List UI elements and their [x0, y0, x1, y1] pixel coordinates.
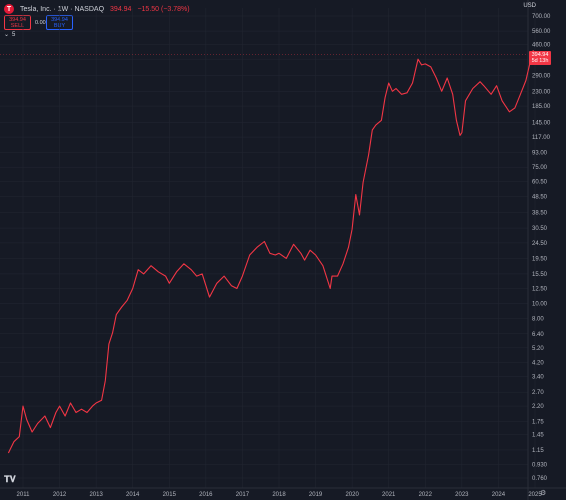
x-tick-label: 2016 — [199, 492, 213, 498]
y-tick-label: 700.00 — [532, 14, 551, 20]
chart-header: T Tesla, Inc. · 1W · NASDAQ 394.94 −15.5… — [4, 3, 190, 15]
y-tick-label: 8.00 — [532, 317, 544, 323]
x-tick-label: 2024 — [492, 492, 506, 498]
last-price: 394.94 — [110, 5, 132, 13]
x-tick-label: 2021 — [382, 492, 396, 498]
indicators-toggle[interactable]: ⌄ 5 — [4, 31, 16, 39]
x-tick-label: 2013 — [89, 492, 103, 498]
y-tick-label: 1.15 — [532, 448, 544, 454]
y-tick-label: 0.760 — [532, 476, 548, 482]
y-tick-label: 10.00 — [532, 302, 548, 308]
y-tick-label: 5.20 — [532, 346, 544, 352]
price-change: −15.50 (−3.78%) — [137, 5, 190, 13]
x-tick-label: 2020 — [345, 492, 359, 498]
y-tick-label: 145.00 — [532, 121, 551, 127]
x-tick-label: 2011 — [17, 492, 31, 498]
current-price-tag: 394.94 5d 13h — [529, 51, 551, 65]
x-tick-label: 2015 — [163, 492, 177, 498]
y-tick-label: 6.40 — [532, 332, 544, 338]
price-series-line[interactable] — [7, 50, 536, 454]
tradingview-logo-icon[interactable]: 𝐓𝐕 — [4, 474, 16, 484]
y-tick-label: 93.00 — [532, 151, 548, 157]
x-tick-label: 2022 — [419, 492, 433, 498]
x-tick-label: 2025 — [528, 492, 542, 498]
y-tick-label: 1.45 — [532, 432, 544, 438]
gear-icon[interactable]: ⚙ — [540, 490, 547, 497]
chevron-down-icon: ⌄ — [4, 32, 10, 38]
y-tick-label: 12.50 — [532, 286, 548, 292]
currency-label[interactable]: USD — [523, 3, 536, 9]
y-tick-label: 60.50 — [532, 180, 548, 186]
y-tick-label: 2.70 — [532, 390, 544, 396]
y-tick-label: 560.00 — [532, 29, 551, 35]
x-tick-label: 2017 — [236, 492, 250, 498]
y-tick-label: 460.00 — [532, 42, 551, 48]
y-tick-label: 1.75 — [532, 420, 544, 426]
tesla-logo-icon: T — [4, 4, 14, 14]
sell-button[interactable]: 394.94 SELL — [4, 15, 31, 30]
y-tick-label: 185.00 — [532, 104, 551, 110]
y-tick-label: 48.50 — [532, 195, 548, 201]
y-tick-label: 2.20 — [532, 404, 544, 410]
x-tick-label: 2014 — [126, 492, 140, 498]
y-tick-label: 75.00 — [532, 165, 548, 171]
y-tick-label: 0.930 — [532, 462, 548, 468]
sell-label: SELL — [10, 22, 25, 29]
y-tick-label: 24.50 — [532, 241, 548, 247]
spread-value: 0.00 — [35, 19, 46, 26]
x-tick-label: 2018 — [272, 492, 286, 498]
y-tick-label: 3.40 — [532, 375, 544, 381]
tag-countdown: 5d 13h — [531, 58, 549, 64]
x-tick-label: 2012 — [53, 492, 67, 498]
y-tick-label: 290.00 — [532, 74, 551, 80]
x-tick-label: 2023 — [455, 492, 469, 498]
y-tick-label: 15.50 — [532, 272, 548, 278]
y-tick-label: 38.50 — [532, 210, 548, 216]
indicator-count: 5 — [12, 31, 16, 38]
x-tick-label: 2019 — [309, 492, 323, 498]
y-tick-label: 4.20 — [532, 360, 544, 366]
y-tick-label: 117.00 — [532, 135, 551, 141]
y-tick-label: 230.00 — [532, 89, 551, 95]
y-tick-label: 19.50 — [532, 256, 548, 262]
sell-price: 394.94 — [9, 16, 26, 23]
tag-price: 394.94 — [531, 52, 549, 58]
y-tick-label: 30.50 — [532, 226, 548, 232]
symbol-title[interactable]: Tesla, Inc. · 1W · NASDAQ — [20, 5, 105, 13]
